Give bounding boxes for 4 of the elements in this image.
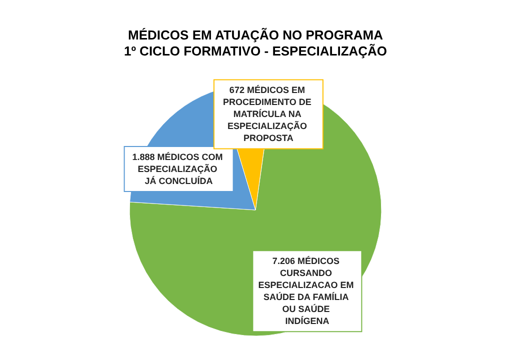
slice-label: 672 MÉDICOS EM PROCEDIMENTO DE MATRÍCULA NA ESPECIALIZAÇÃO PROPOSTA [223, 85, 314, 144]
slice-label: 7.206 MÉDICOS CURSANDO ESPECIALIZACAO EM SAÚDE DA FAMÍLIA OU SAÚDE INDÍGENA [258, 256, 356, 326]
chart-title: MÉDICOS EM ATUAÇÃO NO PROGRAMA 1º CICLO FORMATIVO - ESPECIALIZAÇÃO [124, 28, 388, 58]
slice-label: 1.888 MÉDICOS COM ESPECIALIZAÇÃO JÁ CONCLUÍDA [132, 152, 226, 186]
